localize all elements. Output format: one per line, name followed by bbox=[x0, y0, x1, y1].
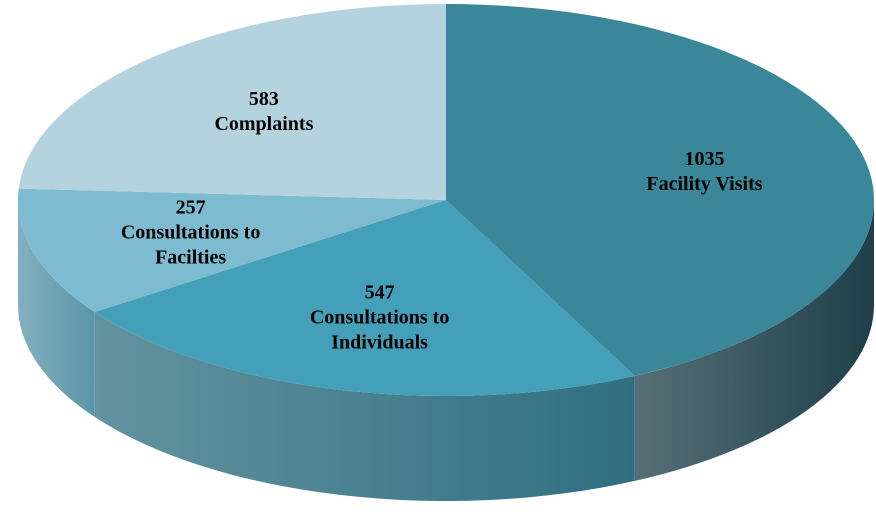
pie-slice bbox=[446, 4, 874, 376]
value-label: 583 bbox=[248, 87, 279, 110]
data-label: 547 Consultations to Individuals bbox=[285, 280, 475, 355]
value-label: 257 bbox=[175, 196, 206, 219]
pie-slice bbox=[94, 200, 635, 396]
category-label: Facility Visits bbox=[646, 173, 763, 196]
category-label: Complaints bbox=[214, 112, 314, 135]
slice-side bbox=[634, 200, 874, 481]
slice-side bbox=[18, 200, 95, 418]
value-label: 547 bbox=[364, 281, 395, 304]
data-label: 583 Complaints bbox=[169, 87, 359, 137]
value-label: 1035 bbox=[684, 148, 725, 171]
data-label: 257 Consultations to Facilties bbox=[96, 195, 286, 270]
slice-side bbox=[94, 312, 635, 501]
pie-slice bbox=[18, 4, 446, 200]
pie-slice bbox=[17, 188, 446, 313]
category-label: Consultations to Individuals bbox=[309, 306, 450, 354]
data-label: 1035 Facility Visits bbox=[609, 147, 799, 197]
category-label: Consultations to Facilties bbox=[120, 221, 261, 269]
